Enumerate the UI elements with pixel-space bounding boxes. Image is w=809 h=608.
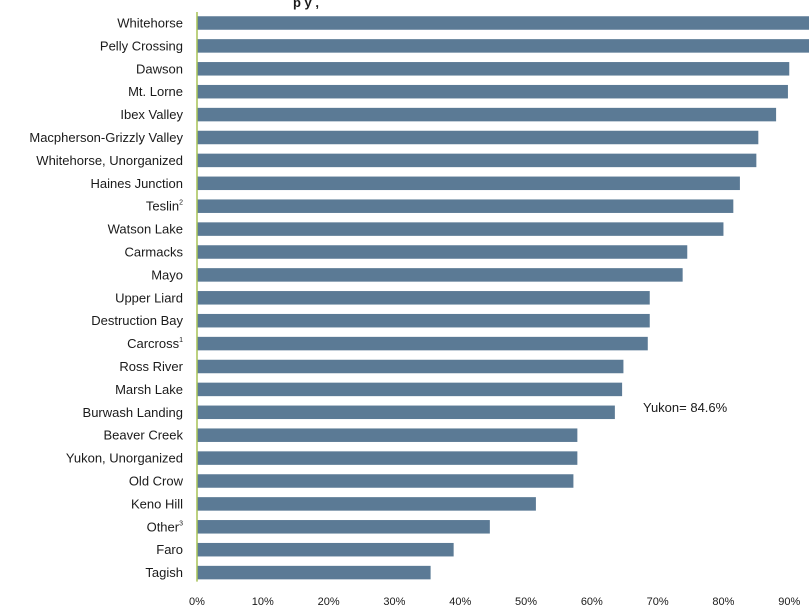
bar-teslin: [197, 199, 734, 213]
category-label: Watson Lake: [108, 222, 183, 237]
bar-old-crow: [197, 474, 574, 488]
x-tick-label: 0%: [189, 596, 205, 608]
bar-mt-lorne: [197, 84, 788, 99]
x-tick-label: 40%: [449, 596, 471, 608]
x-tick-label: 50%: [515, 596, 537, 608]
bar-marsh-lake: [197, 382, 623, 397]
x-tick-label: 30%: [383, 596, 405, 608]
category-labels: Whitehorse Pelly Crossing Dawson Mt. Lorne I…: [29, 16, 183, 581]
x-tick-label: 10%: [252, 596, 274, 608]
category-label: Carcross1: [127, 336, 183, 351]
category-label: Keno Hill: [131, 496, 183, 511]
x-tick-label: 70%: [647, 596, 669, 608]
bar-watson-lake: [197, 222, 724, 236]
category-label: Marsh Lake: [115, 382, 183, 397]
bar-macpherson-grizzly-valley: [197, 130, 759, 145]
bar-destruction-bay: [197, 313, 650, 328]
bar-faro: [197, 542, 454, 557]
bar-whitehorse-unorganized: [197, 153, 757, 168]
category-label: Ibex Valley: [120, 107, 183, 122]
bar-mayo: [197, 268, 683, 282]
category-label: Macpherson-Grizzly Valley: [29, 130, 183, 145]
bar-beaver-creek: [197, 428, 578, 442]
bar-other: [197, 520, 490, 534]
bar-upper-liard: [197, 291, 650, 305]
category-label: Other3: [147, 519, 184, 534]
category-label: Teslin2: [146, 199, 183, 214]
bar-dawson: [197, 62, 790, 76]
category-label: Dawson: [136, 61, 183, 76]
category-label: Burwash Landing: [83, 405, 183, 420]
bar-burwash-landing: [197, 405, 615, 420]
bar-carcross: [197, 336, 648, 351]
bar-ross-river: [197, 359, 624, 374]
bar-tagish: [197, 565, 431, 580]
bar-carmacks: [197, 245, 688, 259]
bar-yukon-unorganized: [197, 451, 578, 465]
category-label: Yukon, Unorganized: [66, 451, 183, 466]
category-label: Carmacks: [124, 245, 183, 260]
category-label: Old Crow: [129, 474, 184, 489]
category-label: Mayo: [151, 267, 183, 282]
bar-haines-junction: [197, 176, 740, 191]
category-label: Tagish: [145, 565, 183, 580]
x-tick-label: 80%: [712, 596, 734, 608]
category-label: Beaver Creek: [104, 428, 184, 443]
x-tick-label: 60%: [581, 596, 603, 608]
category-label: Destruction Bay: [91, 313, 183, 328]
bars-group: [197, 16, 809, 580]
category-label: Whitehorse: [117, 16, 183, 31]
x-axis-ticks: 0% 10% 20% 30% 40% 50% 60% 70% 80% 90%: [189, 596, 800, 608]
category-label: Pelly Crossing: [100, 38, 183, 53]
category-label: Ross River: [119, 359, 183, 374]
bar-pelly-crossing: [197, 39, 809, 53]
x-tick-label: 90%: [778, 596, 800, 608]
category-label: Faro: [156, 542, 183, 557]
chart-title-fragment: p y ,: [293, 0, 319, 10]
category-label: Upper Liard: [115, 290, 183, 305]
bar-ibex-valley: [197, 107, 777, 122]
category-label: Whitehorse, Unorganized: [36, 153, 183, 168]
category-label: Mt. Lorne: [128, 84, 183, 99]
bar-keno-hill: [197, 497, 536, 511]
bar-whitehorse: [197, 16, 809, 30]
category-label: Haines Junction: [91, 176, 184, 191]
x-tick-label: 20%: [318, 596, 340, 608]
yukon-average-annotation: Yukon= 84.6%: [643, 400, 728, 415]
